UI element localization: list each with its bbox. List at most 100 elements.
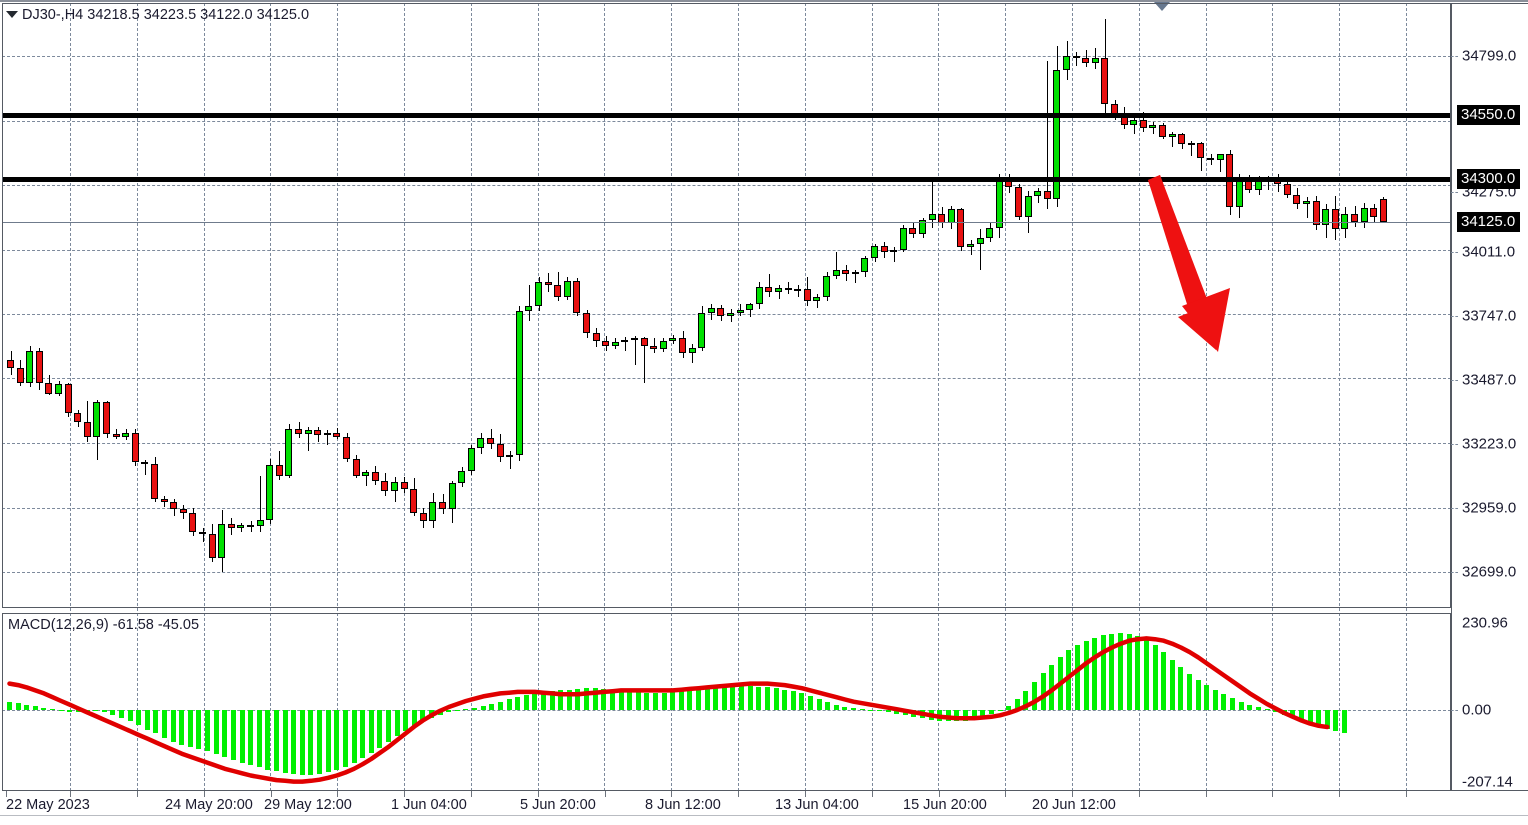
grid-line-horizontal — [2, 443, 1451, 445]
candle-body — [1360, 208, 1368, 222]
candle-wick — [769, 274, 770, 297]
candle-body — [842, 269, 850, 275]
bearish-arrow-icon[interactable] — [1130, 160, 1250, 355]
macd-histogram-bar — [877, 710, 882, 711]
price-axis-tick — [1451, 56, 1458, 57]
triangle-down-icon[interactable] — [6, 11, 18, 18]
macd-histogram-bar — [1204, 685, 1209, 710]
macd-histogram-bar — [1221, 694, 1226, 710]
price-axis-label: 33223.0 — [1462, 435, 1517, 453]
macd-histogram-bar — [558, 690, 563, 710]
macd-histogram-bar — [713, 688, 718, 710]
window-top-edge — [0, 0, 1528, 2]
candle-body — [189, 512, 197, 533]
macd-signal-line — [7, 636, 1330, 784]
candle-body — [1216, 154, 1224, 161]
price-axis-tick — [1451, 192, 1458, 193]
candle-body — [832, 269, 840, 276]
time-axis-tick — [805, 791, 806, 797]
candle-body — [1207, 157, 1214, 161]
time-axis-tick — [1272, 791, 1273, 797]
candle-body — [1370, 208, 1378, 217]
macd-histogram-bar — [644, 692, 649, 710]
candle-body — [477, 437, 485, 448]
candle-body — [784, 287, 792, 291]
resistance-34550[interactable] — [2, 113, 1451, 118]
macd-histogram-bar — [774, 688, 779, 710]
candle-body — [304, 430, 312, 435]
candle-body — [35, 350, 43, 383]
candle-wick — [529, 285, 530, 322]
candle-body — [525, 306, 533, 312]
candle-body — [496, 443, 504, 458]
macd-histogram-bar — [524, 694, 529, 710]
candle-wick — [1076, 52, 1077, 66]
macd-histogram-bar — [1135, 636, 1140, 710]
price-axis-label: 32959.0 — [1462, 499, 1517, 517]
candle-body — [1159, 124, 1166, 137]
candle-body — [928, 214, 936, 221]
time-axis-tick — [1406, 791, 1407, 797]
chart-symbol-ohlc-label: DJ30-,H4 34218.5 34223.5 34122.0 34125.0 — [22, 7, 310, 23]
candle-body — [803, 289, 811, 302]
candle-body — [275, 464, 283, 476]
macd-histogram-bar — [308, 710, 313, 775]
price-axis-label: 32699.0 — [1462, 563, 1517, 581]
time-axis-label: 13 Jun 04:00 — [775, 797, 859, 813]
price-axis-tick — [1451, 316, 1458, 317]
candle-body — [410, 489, 418, 513]
macd-histogram-bar — [317, 710, 322, 775]
macd-histogram-bar — [455, 710, 460, 711]
macd-histogram-bar — [1006, 706, 1011, 710]
candle-body — [343, 436, 350, 459]
candle-body — [199, 532, 206, 535]
grid-line-horizontal — [2, 56, 1451, 57]
macd-histogram-bar — [963, 710, 968, 721]
macd-histogram-bar — [550, 691, 555, 710]
candle-body — [1168, 134, 1176, 137]
candle-body — [1149, 124, 1157, 129]
candle-wick — [779, 285, 780, 299]
candle-body — [794, 289, 802, 292]
candle-body — [55, 383, 62, 394]
candle-body — [391, 482, 398, 491]
candle-body — [93, 402, 101, 437]
grid-line-vertical — [537, 3, 539, 791]
candle-body — [237, 525, 245, 528]
time-axis-tick — [471, 791, 472, 797]
macd-histogram-bar — [93, 710, 98, 712]
macd-histogram-bar — [817, 698, 822, 710]
time-axis-tick — [404, 791, 405, 797]
macd-indicator-plot[interactable] — [3, 614, 1450, 790]
macd-histogram-bar — [636, 691, 641, 710]
candle-body — [400, 482, 408, 490]
candle-body — [727, 312, 734, 317]
candle-wick — [203, 527, 204, 543]
price-candlestick-plot[interactable] — [3, 4, 1450, 607]
macd-histogram-bar — [696, 689, 701, 710]
macd-histogram-bar — [205, 710, 210, 752]
grid-line-horizontal — [2, 184, 1451, 186]
candle-body — [1255, 181, 1262, 190]
object-marker-icon[interactable] — [1154, 2, 1170, 11]
candle-body — [535, 281, 542, 307]
grid-line-horizontal — [2, 572, 1451, 573]
support-34300[interactable] — [2, 177, 1451, 182]
candle-wick — [625, 337, 626, 351]
macd-histogram-bar — [128, 710, 133, 722]
candle-body — [151, 463, 158, 500]
candle-body — [679, 338, 686, 354]
candle-body — [813, 296, 821, 302]
macd-histogram-bar — [868, 710, 873, 711]
macd-histogram-bar — [377, 710, 382, 748]
candle-body — [688, 348, 696, 354]
macd-histogram-bar — [782, 689, 787, 710]
candle-body — [506, 455, 514, 458]
candle-wick — [510, 451, 511, 469]
macd-histogram-bar — [1290, 710, 1295, 719]
macd-axis-label: -207.14 — [1462, 773, 1513, 791]
macd-histogram-bar — [748, 685, 753, 710]
macd-histogram-bar — [403, 710, 408, 732]
macd-histogram-bar — [765, 687, 770, 710]
macd-histogram-bar — [214, 710, 219, 755]
